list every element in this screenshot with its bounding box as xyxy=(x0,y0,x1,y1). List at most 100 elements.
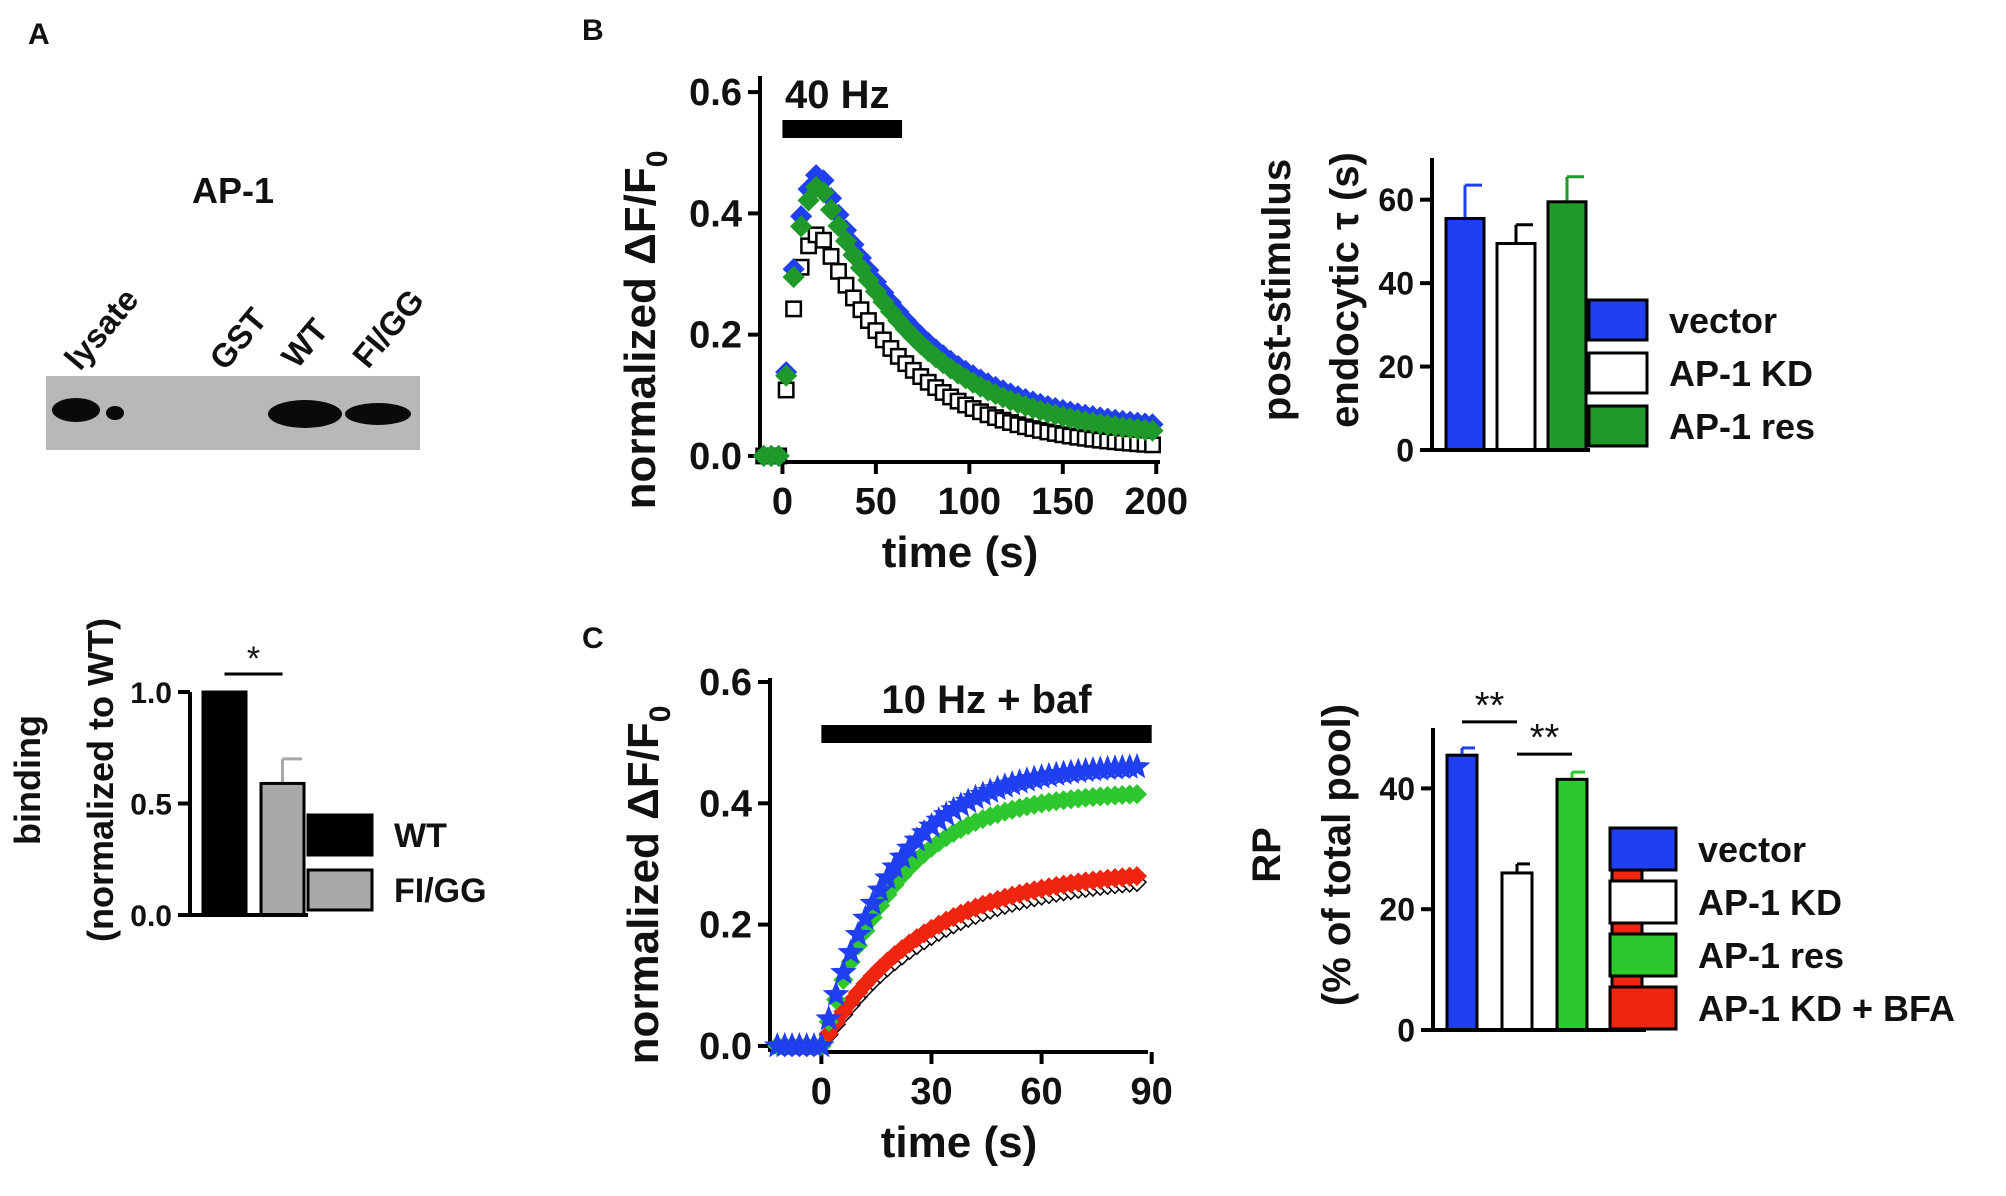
c-rp-legend-label-vector: vector xyxy=(1698,829,1806,870)
trace-b-point-ap-1-res xyxy=(812,181,835,204)
trace-b-x-tick-label: 50 xyxy=(855,481,897,523)
c-rp-legend-swatch-ap-1-res xyxy=(1608,932,1678,978)
c-rp-legend-label-ap-1-kd-bfa: AP-1 KD + BFA xyxy=(1698,988,1955,1029)
rp-ylabel-line1: RP xyxy=(1245,827,1289,883)
trace-b-point-ap-1-res xyxy=(827,214,850,237)
trace-b-point-ap-1-res xyxy=(767,444,790,467)
trace-b-y-tick-label: 0.4 xyxy=(689,193,742,235)
c-rp-y-tick-label: 0 xyxy=(1397,1013,1415,1049)
b-tau-legend-label-ap-1-res: AP-1 res xyxy=(1669,406,1815,447)
trace-b-y-tick-label: 0.6 xyxy=(689,72,742,114)
binding-bar-chart: binding (normalized to WT) 0.0 0.5 1.0 * WT F… xyxy=(7,618,487,942)
a-binding-y-tick-label: 0.5 xyxy=(130,788,172,821)
trace-b-ylabel: normalized ΔF/F0 xyxy=(616,151,674,510)
trace-c-point-vector xyxy=(837,938,865,965)
trace-c-x-tick-label: 60 xyxy=(1020,1071,1062,1113)
blot-lane-label-figg: FI/GG xyxy=(345,282,431,375)
trace-b-stimulus-bar xyxy=(782,120,903,138)
c-rp-legend-swatch-ap-1-kd xyxy=(1608,879,1678,925)
trace-b-x-tick-label: 100 xyxy=(938,481,1001,523)
tau-ylabel-line1: post-stimulus xyxy=(1255,159,1299,421)
b-tau-legend-swatch-ap-1-kd xyxy=(1587,351,1649,395)
trace-c-stimulus-label: 10 Hz + baf xyxy=(881,678,1092,722)
trace-b-point-ap-1-kd xyxy=(822,247,840,265)
c-rp-legend-swatch-ap-1-kd-bfa xyxy=(1608,985,1678,1031)
a-binding-legend-label-wt: WT xyxy=(394,817,447,855)
b-tau-legend-swatch-vector xyxy=(1587,298,1649,342)
blot-lane-label-wt: WT xyxy=(274,311,335,374)
trace-c-x-tick-label: 30 xyxy=(910,1071,952,1113)
trace-b-point-ap-1-res xyxy=(790,215,813,238)
trace-b-point-ap-1-res xyxy=(775,364,798,387)
blot-lane-label-lysate: lysate xyxy=(57,281,145,376)
trace-c-point-vector xyxy=(844,920,872,947)
trace-c-x-label: time (s) xyxy=(881,1118,1037,1167)
b-tau-bar-ap-1-kd xyxy=(1495,242,1537,452)
b-tau-legend-label-vector: vector xyxy=(1669,300,1777,341)
trace-b-point-ap-1-res xyxy=(819,198,843,221)
c-rp-bar-ap-1-kd xyxy=(1500,871,1534,1032)
trace-c-point-vector xyxy=(852,904,879,930)
trace-c-point-vector xyxy=(807,1031,835,1058)
tau-bar-chart: post-stimulus endocytic τ (s) 0 20 40 60 vec… xyxy=(1255,152,1815,468)
trace-b-point-ap-1-kd xyxy=(830,262,847,280)
a-binding-bar-wt xyxy=(201,690,248,917)
trace-c-x-tick-label: 0 xyxy=(811,1071,832,1113)
trace-b-point-ap-1-kd xyxy=(785,300,803,318)
c-rp-legend-swatch-vector xyxy=(1608,826,1678,872)
trace-c-x-tick-label: 90 xyxy=(1131,1071,1173,1113)
c-rp-y-tick-label: 40 xyxy=(1379,771,1415,807)
c-rp-bar-vector xyxy=(1445,753,1479,1032)
endocytosis-trace-chart: normalized ΔF/F0 0.0 0.2 0.4 0.6 0 50 100 150 20… xyxy=(616,72,1188,577)
trace-c-stimulus-bar xyxy=(821,725,1152,743)
blot-title: AP-1 xyxy=(192,170,274,211)
trace-c-point-vector xyxy=(866,876,894,902)
trace-b-x-tick-label: 0 xyxy=(772,481,793,523)
b-tau-y-tick-label: 20 xyxy=(1378,349,1414,385)
trace-c-y-tick-label: 0.0 xyxy=(699,1026,752,1068)
trace-c-point-vector xyxy=(1123,752,1151,779)
blot-band-figg xyxy=(345,403,411,425)
trace-b-x-tick-label: 150 xyxy=(1031,481,1094,523)
trace-c-point-vector xyxy=(815,1005,843,1031)
trace-c-y-tick-label: 0.2 xyxy=(699,905,752,947)
trace-b-y-tick-label: 0.0 xyxy=(689,436,742,478)
a-binding-legend-swatch-wt xyxy=(306,813,374,857)
a-binding-legend-swatch-fi-gg xyxy=(306,868,374,912)
b-tau-legend-swatch-ap-1-res xyxy=(1587,404,1649,448)
a-binding-significance-label: * xyxy=(247,640,260,678)
trace-c-point-ap-1-res xyxy=(1126,784,1148,805)
rp-bar-chart: RP (% of total pool) 0 20 40 ** ** vector AP-1… xyxy=(1245,685,1955,1049)
a-binding-y-tick-label: 0.0 xyxy=(130,900,172,933)
blot-band-wt xyxy=(268,400,342,428)
panel-label-a: A xyxy=(28,18,50,51)
trace-b-point-ap-1-kd xyxy=(815,231,833,249)
trace-b-x-tick-label: 200 xyxy=(1125,481,1188,523)
binding-ylabel-line2: (normalized to WT) xyxy=(80,618,121,942)
a-binding-legend-label-fi-gg: FI/GG xyxy=(394,872,487,910)
rp-ylabel-line2: (% of total pool) xyxy=(1315,704,1359,1006)
trace-c-y-tick-label: 0.6 xyxy=(699,662,752,704)
b-tau-y-tick-label: 40 xyxy=(1378,266,1414,302)
binding-ylabel-line1: binding xyxy=(7,715,48,845)
trace-c-ylabel: normalized ΔF/F0 xyxy=(619,706,677,1065)
b-tau-bar-ap-1-res xyxy=(1546,200,1588,452)
c-rp-bar-ap-1-res xyxy=(1555,777,1589,1032)
trace-c-point-vector xyxy=(859,889,887,915)
panel-label-c: C xyxy=(582,622,604,655)
exocytosis-trace-chart: normalized ΔF/F0 0.0 0.2 0.4 0.6 0 30 60 90 time… xyxy=(619,662,1173,1167)
b-tau-y-tick-label: 0 xyxy=(1396,433,1414,469)
trace-c-point-vector xyxy=(822,980,850,1007)
b-tau-y-tick-label: 60 xyxy=(1378,182,1414,218)
trace-b-point-ap-1-res xyxy=(834,229,858,253)
c-rp-significance-label: ** xyxy=(1475,685,1505,727)
trace-c-point-ap-1-kd-bfa xyxy=(1126,866,1148,887)
c-rp-significance-label: ** xyxy=(1530,717,1560,759)
a-binding-bar-fi-gg xyxy=(259,781,306,917)
c-rp-legend-label-ap-1-kd: AP-1 KD xyxy=(1698,882,1842,923)
trace-b-x-label: time (s) xyxy=(882,528,1038,577)
western-blot: AP-1 lysate GST WT FI/GG xyxy=(46,170,431,450)
b-tau-bar-vector xyxy=(1444,216,1486,452)
trace-b-point-ap-1-res xyxy=(1141,419,1164,442)
